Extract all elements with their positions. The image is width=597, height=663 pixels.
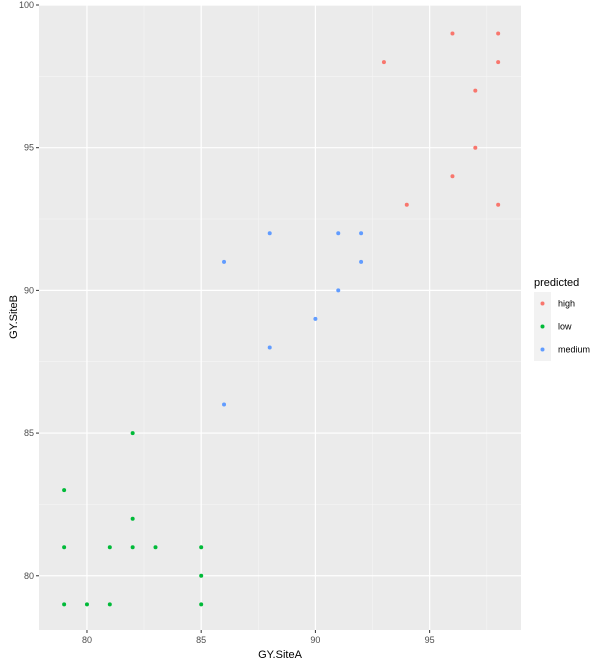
data-point-medium bbox=[222, 402, 227, 407]
data-point-low bbox=[130, 516, 135, 521]
y-axis-ticks: 80 85 90 95 100 bbox=[19, 0, 39, 581]
data-point-high bbox=[404, 202, 409, 207]
data-point-high bbox=[473, 88, 478, 93]
data-points bbox=[62, 31, 501, 607]
data-point-low bbox=[130, 545, 135, 550]
data-point-low bbox=[199, 602, 204, 607]
grid-lines bbox=[39, 4, 521, 630]
legend-key-point-medium bbox=[540, 347, 545, 352]
legend-key-point-low bbox=[540, 324, 545, 329]
data-point-high bbox=[496, 31, 501, 36]
x-tick-label: 80 bbox=[82, 635, 92, 645]
x-axis-ticks: 80 85 90 95 bbox=[82, 630, 435, 645]
plot-panel bbox=[39, 5, 521, 630]
data-point-low bbox=[84, 602, 89, 607]
data-point-high bbox=[450, 31, 455, 36]
x-tick-label: 90 bbox=[310, 635, 320, 645]
data-point-low bbox=[199, 573, 204, 578]
legend-label-low: low bbox=[558, 322, 572, 332]
data-point-high bbox=[496, 202, 501, 207]
data-point-medium bbox=[359, 259, 364, 264]
legend-title: predicted bbox=[534, 277, 579, 289]
y-tick-label: 90 bbox=[24, 285, 34, 295]
y-tick-label: 85 bbox=[24, 428, 34, 438]
data-point-low bbox=[107, 602, 112, 607]
data-point-low bbox=[199, 545, 204, 550]
data-point-low bbox=[62, 545, 67, 550]
data-point-medium bbox=[359, 231, 364, 236]
data-point-high bbox=[496, 60, 501, 65]
data-point-medium bbox=[267, 345, 272, 350]
y-tick-label: 100 bbox=[19, 0, 34, 10]
x-axis-title: GY.SiteA bbox=[258, 649, 302, 661]
data-point-low bbox=[62, 602, 67, 607]
y-axis-title: GY.SiteB bbox=[8, 295, 20, 339]
legend: predicted high low medium bbox=[534, 277, 590, 361]
x-tick-label: 85 bbox=[196, 635, 206, 645]
legend-label-high: high bbox=[558, 299, 575, 309]
data-point-low bbox=[62, 488, 67, 493]
legend-entries: high low medium bbox=[534, 292, 590, 361]
data-point-high bbox=[450, 174, 455, 179]
data-point-medium bbox=[222, 259, 227, 264]
y-tick-label: 95 bbox=[24, 143, 34, 153]
data-point-low bbox=[153, 545, 158, 550]
data-point-low bbox=[107, 545, 112, 550]
y-tick-label: 80 bbox=[24, 571, 34, 581]
data-point-medium bbox=[336, 231, 341, 236]
data-point-high bbox=[473, 145, 478, 150]
data-point-high bbox=[381, 60, 386, 65]
data-point-low bbox=[130, 431, 135, 436]
x-tick-label: 95 bbox=[425, 635, 435, 645]
data-point-medium bbox=[267, 231, 272, 236]
legend-key-point-high bbox=[540, 301, 545, 306]
legend-label-medium: medium bbox=[558, 345, 590, 355]
data-point-medium bbox=[336, 288, 341, 293]
data-point-medium bbox=[313, 316, 318, 321]
